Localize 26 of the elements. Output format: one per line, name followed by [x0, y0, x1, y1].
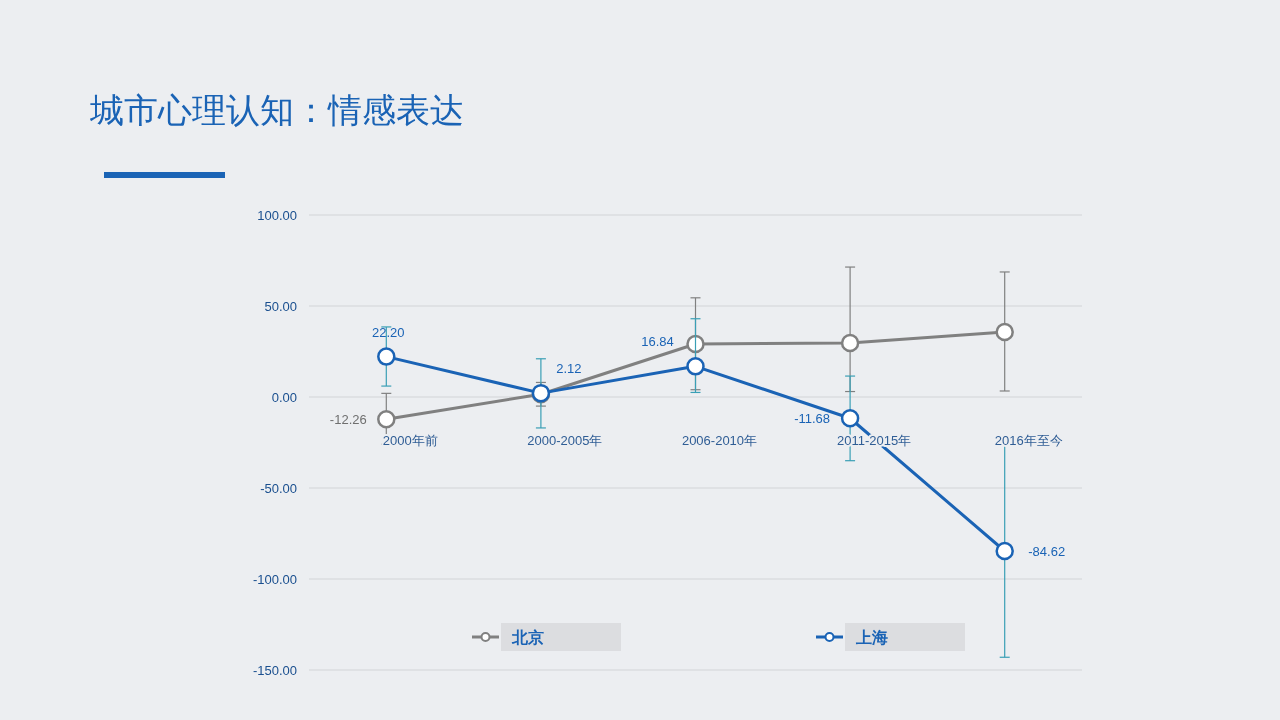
- point: [377, 347, 396, 366]
- point: [995, 322, 1014, 342]
- y-tick-label: -150.00: [252, 663, 297, 678]
- data-label: 16.84: [641, 334, 674, 350]
- x-tick-label: 2006-2010年: [681, 433, 758, 448]
- data-label: 2.12: [556, 361, 582, 377]
- point: [686, 334, 705, 354]
- y-tick-label: 50.00: [264, 299, 297, 314]
- chart-title: 城市心理认知：情感表达: [89, 91, 464, 129]
- x-tick-label: 2000-2005年: [527, 433, 603, 448]
- legend-label: 北京: [511, 629, 544, 646]
- point: [840, 333, 860, 353]
- data-label: -11.68: [794, 411, 831, 427]
- x-tick-label: 2000年前: [382, 433, 438, 448]
- x-tick-label: 2016年至今: [994, 433, 1063, 448]
- y-tick-label: 100.00: [257, 208, 297, 223]
- y-tick-label: -50.00: [260, 481, 297, 496]
- point: [686, 357, 705, 376]
- legend-label: 上海: [855, 629, 888, 646]
- y-tick-label: -100.00: [252, 572, 297, 587]
- point: [377, 410, 396, 429]
- data-label: -12.26: [329, 412, 367, 428]
- point: [995, 541, 1014, 561]
- point: [840, 409, 860, 428]
- data-label: -84.62: [1028, 544, 1066, 560]
- y-tick-label: 0.00: [271, 390, 297, 405]
